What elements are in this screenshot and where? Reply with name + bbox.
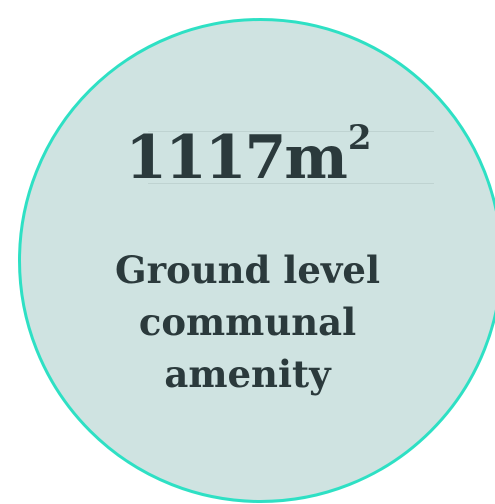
stat-number: 1117 bbox=[125, 123, 286, 193]
stat-unit-base: m bbox=[284, 123, 347, 193]
stat-unit: m2 bbox=[284, 121, 371, 193]
divider-top bbox=[148, 131, 434, 132]
stat-unit-superscript: 2 bbox=[347, 118, 372, 158]
stat-label-line-1: Ground level bbox=[114, 248, 381, 292]
stat-label: Ground level communal amenity bbox=[95, 244, 400, 400]
stat-label-line-2: communal bbox=[138, 300, 357, 344]
divider-bottom bbox=[148, 183, 434, 184]
stat-circle bbox=[18, 18, 495, 503]
stat-value: 1117m2 bbox=[0, 118, 495, 198]
stat-label-line-3: amenity bbox=[164, 352, 331, 396]
